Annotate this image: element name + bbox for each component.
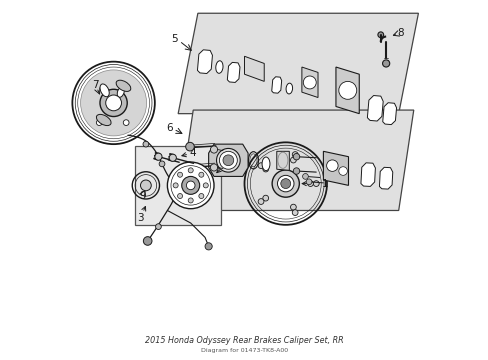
Circle shape bbox=[313, 181, 319, 186]
Circle shape bbox=[210, 146, 217, 153]
Circle shape bbox=[210, 164, 217, 171]
Circle shape bbox=[277, 175, 293, 192]
Circle shape bbox=[377, 32, 383, 38]
Circle shape bbox=[223, 155, 233, 166]
Circle shape bbox=[105, 95, 121, 111]
Ellipse shape bbox=[117, 87, 124, 97]
Text: 3: 3 bbox=[137, 207, 145, 223]
Polygon shape bbox=[276, 151, 289, 170]
Circle shape bbox=[186, 181, 195, 190]
Circle shape bbox=[262, 195, 268, 201]
Polygon shape bbox=[360, 163, 375, 186]
Circle shape bbox=[199, 172, 203, 177]
Circle shape bbox=[203, 183, 208, 188]
Text: 7: 7 bbox=[92, 80, 99, 90]
Text: 4: 4 bbox=[182, 148, 195, 158]
Ellipse shape bbox=[285, 83, 292, 94]
Circle shape bbox=[155, 224, 161, 229]
Circle shape bbox=[219, 151, 237, 169]
Polygon shape bbox=[335, 67, 359, 114]
Circle shape bbox=[305, 179, 311, 185]
Ellipse shape bbox=[215, 61, 223, 73]
Circle shape bbox=[338, 81, 356, 99]
Text: 2015 Honda Odyssey Rear Brakes Caliper Set, RR: 2015 Honda Odyssey Rear Brakes Caliper S… bbox=[145, 336, 343, 345]
Circle shape bbox=[140, 180, 151, 191]
Circle shape bbox=[302, 174, 308, 179]
Circle shape bbox=[382, 60, 389, 67]
Circle shape bbox=[173, 183, 178, 188]
Text: Diagram for 01473-TK8-A00: Diagram for 01473-TK8-A00 bbox=[201, 348, 287, 353]
Circle shape bbox=[188, 168, 193, 173]
Circle shape bbox=[326, 160, 337, 171]
Polygon shape bbox=[382, 103, 396, 125]
Circle shape bbox=[303, 76, 316, 89]
Text: 2: 2 bbox=[216, 159, 229, 173]
Polygon shape bbox=[178, 13, 418, 114]
Text: 9: 9 bbox=[139, 191, 145, 201]
Circle shape bbox=[272, 170, 299, 197]
Circle shape bbox=[143, 237, 152, 245]
Circle shape bbox=[159, 161, 164, 167]
Ellipse shape bbox=[116, 80, 130, 91]
Polygon shape bbox=[366, 95, 383, 121]
Circle shape bbox=[258, 163, 264, 168]
Circle shape bbox=[142, 141, 148, 147]
Polygon shape bbox=[323, 151, 348, 185]
Polygon shape bbox=[135, 146, 221, 225]
Circle shape bbox=[199, 194, 203, 198]
Circle shape bbox=[338, 167, 346, 175]
Circle shape bbox=[292, 152, 298, 157]
Circle shape bbox=[262, 166, 268, 172]
Text: 5: 5 bbox=[171, 35, 178, 44]
Polygon shape bbox=[208, 144, 247, 176]
Polygon shape bbox=[271, 77, 281, 93]
Circle shape bbox=[185, 162, 194, 171]
Circle shape bbox=[290, 204, 296, 210]
Circle shape bbox=[280, 179, 290, 189]
Circle shape bbox=[167, 162, 214, 209]
Polygon shape bbox=[379, 167, 392, 189]
Circle shape bbox=[155, 153, 162, 160]
Polygon shape bbox=[197, 50, 212, 73]
Circle shape bbox=[188, 198, 193, 203]
Ellipse shape bbox=[262, 157, 269, 171]
Text: 1: 1 bbox=[302, 179, 328, 189]
Circle shape bbox=[123, 120, 129, 126]
Text: 8: 8 bbox=[396, 28, 403, 38]
Circle shape bbox=[204, 243, 212, 250]
Polygon shape bbox=[178, 110, 413, 211]
Ellipse shape bbox=[100, 84, 109, 97]
Circle shape bbox=[293, 153, 299, 160]
Polygon shape bbox=[244, 56, 264, 81]
Circle shape bbox=[81, 70, 146, 136]
Circle shape bbox=[182, 176, 199, 194]
Ellipse shape bbox=[96, 114, 111, 126]
Circle shape bbox=[100, 89, 127, 117]
Circle shape bbox=[185, 142, 194, 151]
Polygon shape bbox=[301, 67, 317, 98]
Circle shape bbox=[177, 194, 182, 198]
Circle shape bbox=[168, 181, 174, 186]
Circle shape bbox=[96, 120, 102, 126]
Circle shape bbox=[292, 210, 298, 216]
Polygon shape bbox=[227, 62, 240, 82]
Circle shape bbox=[216, 148, 240, 172]
Circle shape bbox=[169, 154, 176, 161]
Text: 6: 6 bbox=[165, 123, 172, 133]
Circle shape bbox=[258, 199, 264, 204]
Circle shape bbox=[290, 157, 296, 163]
Circle shape bbox=[307, 181, 313, 186]
Circle shape bbox=[177, 172, 182, 177]
Circle shape bbox=[293, 168, 299, 174]
